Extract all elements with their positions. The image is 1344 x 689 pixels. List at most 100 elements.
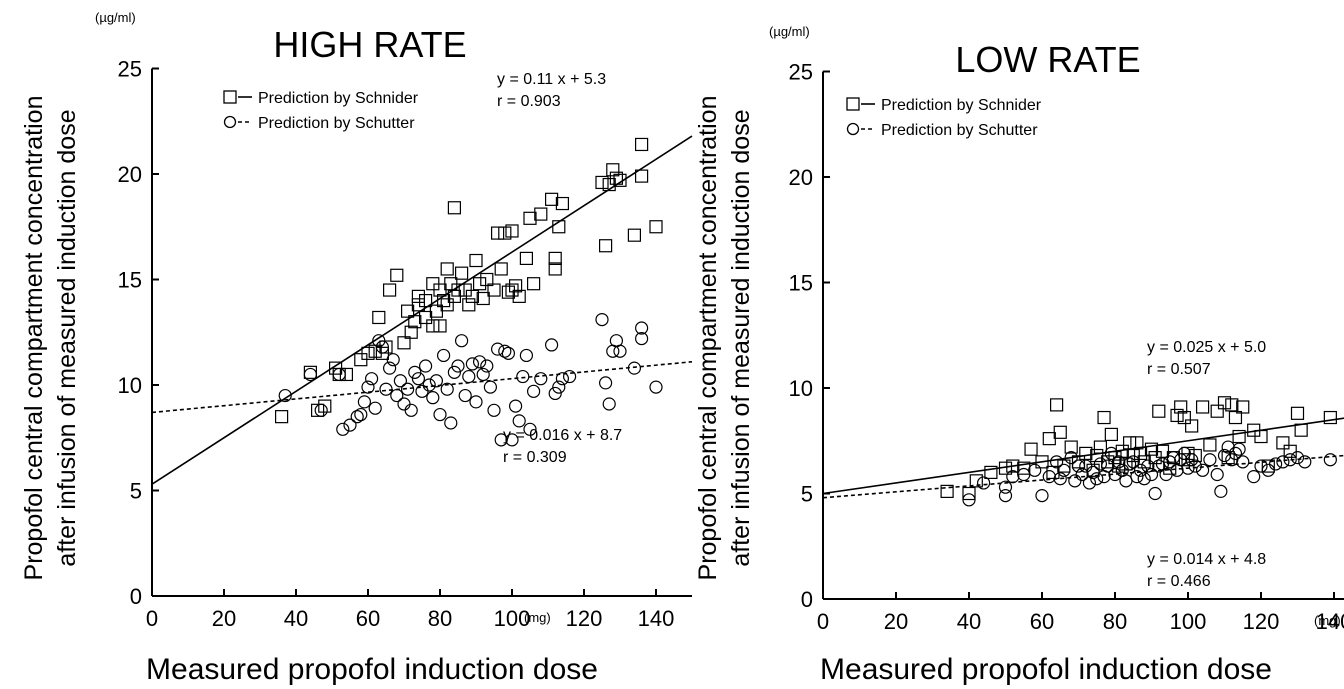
data-point-circle (627, 361, 642, 375)
data-point-square (613, 173, 627, 187)
data-point-circle (1188, 459, 1202, 473)
data-point-circle (383, 361, 397, 375)
data-point-circle (386, 353, 400, 367)
data-point-circle (634, 331, 649, 346)
data-point-circle (1185, 453, 1199, 467)
data-point-circle (483, 380, 497, 394)
data-point-square (1024, 442, 1038, 456)
data-point-circle (476, 367, 490, 382)
data-point-circle (1035, 489, 1049, 503)
data-point-circle (375, 340, 389, 354)
y-tick-label: 5 (801, 482, 813, 507)
fit-equation-label: y = 0.11 x + 5.3 (497, 71, 606, 88)
data-point-circle (1090, 472, 1104, 486)
data-point-square (1174, 400, 1188, 414)
data-point-circle (1028, 463, 1042, 477)
y-tick-label: 15 (118, 268, 142, 293)
data-point-square (519, 251, 534, 265)
regression-line-schnider (151, 135, 693, 485)
data-point-circle (516, 369, 530, 384)
data-point-square (634, 169, 649, 183)
data-point-circle (354, 407, 368, 422)
fit-r-label: r = 0.309 (503, 449, 567, 466)
data-point-square (1170, 408, 1184, 423)
data-point-circle (1163, 455, 1177, 469)
data-point-square (390, 268, 404, 282)
y-tick-label: 10 (789, 376, 813, 401)
data-point-square (1290, 406, 1305, 420)
data-point-square (512, 289, 526, 303)
data-point-circle (555, 372, 570, 386)
x-tick-label: 100 (494, 606, 531, 631)
data-point-circle (501, 346, 515, 360)
data-point-circle (361, 380, 375, 394)
data-point-circle (372, 334, 386, 348)
data-point-square (1254, 429, 1268, 444)
data-point-square (1228, 410, 1243, 425)
data-point-square (606, 163, 620, 177)
data-point-circle (1057, 463, 1071, 477)
legend-label-schnider: Prediction by Schnider (881, 97, 1042, 114)
data-point-square (1144, 442, 1159, 456)
data-point-square (962, 486, 976, 501)
legend-marker-circle (223, 115, 237, 129)
data-point-square (1261, 459, 1275, 473)
data-point-square (498, 226, 512, 240)
data-point-square (1064, 440, 1078, 454)
data-point-circle (523, 422, 537, 436)
x-tick-label: 60 (356, 606, 380, 631)
data-point-square (462, 298, 476, 312)
y-tick-label: 20 (118, 162, 142, 187)
data-point-circle (1203, 453, 1217, 467)
data-point-square (1006, 459, 1020, 473)
data-point-square (595, 175, 609, 190)
data-point-circle (1108, 467, 1122, 482)
legend: Prediction by Schnider Prediction by Schu… (223, 90, 419, 132)
legend-label-schutter: Prediction by Schutter (258, 115, 415, 132)
data-point-circle (437, 348, 451, 363)
data-point-circle (1122, 457, 1137, 471)
series-schutter: y = 0.014 x + 4.8 r = 0.466 (822, 440, 1344, 590)
data-point-square (548, 251, 562, 265)
data-point-circle (419, 359, 433, 373)
data-point-circle (1112, 455, 1126, 469)
data-point-square (1097, 410, 1111, 425)
data-point-circle (426, 391, 440, 405)
data-point-circle (498, 344, 512, 358)
data-point-circle (1101, 459, 1115, 473)
panel-low-rate: 0 20 40 60 80 100 120 140 0 5 10 15 20 25 LOW RATE (µg/… (769, 24, 1344, 634)
data-point-circle (411, 372, 425, 386)
fit-equation-label: y = 0.014 x + 4.8 (1147, 551, 1266, 568)
data-point-square (437, 294, 451, 308)
data-point-square (1093, 440, 1108, 454)
data-point-square (411, 289, 425, 303)
data-point-square (984, 465, 998, 479)
data-point-circle (278, 388, 292, 403)
data-point-circle (422, 378, 436, 392)
data-point-square (1017, 461, 1031, 475)
data-point-circle (1323, 453, 1337, 467)
data-point-circle (429, 374, 443, 388)
fit-r-label: r = 0.507 (1147, 361, 1211, 378)
data-point-circle (393, 374, 407, 388)
data-point-circle (1137, 472, 1151, 486)
fit-r-label: r = 0.903 (497, 93, 561, 110)
data-point-circle (1130, 470, 1144, 484)
data-point-circle (1217, 448, 1232, 463)
y-tick-label: 0 (801, 587, 813, 612)
data-point-circle (404, 403, 418, 417)
data-point-square (1104, 427, 1118, 442)
x-tick-label: 80 (1103, 609, 1127, 634)
data-point-square (440, 298, 454, 312)
data-point-square (1221, 451, 1235, 465)
data-point-circle (494, 433, 508, 447)
data-point-square (465, 289, 479, 303)
regression-line-schutter (822, 454, 1344, 499)
data-point-circle (357, 395, 371, 409)
data-point-square (1049, 398, 1064, 412)
data-point-square (523, 211, 537, 225)
data-point-circle (1195, 463, 1210, 477)
data-point-circle (1104, 446, 1118, 461)
data-point-circle (314, 403, 328, 417)
legend-label-schutter: Prediction by Schutter (881, 122, 1038, 139)
